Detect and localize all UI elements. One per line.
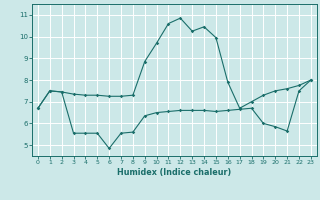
X-axis label: Humidex (Indice chaleur): Humidex (Indice chaleur) [117,168,232,177]
